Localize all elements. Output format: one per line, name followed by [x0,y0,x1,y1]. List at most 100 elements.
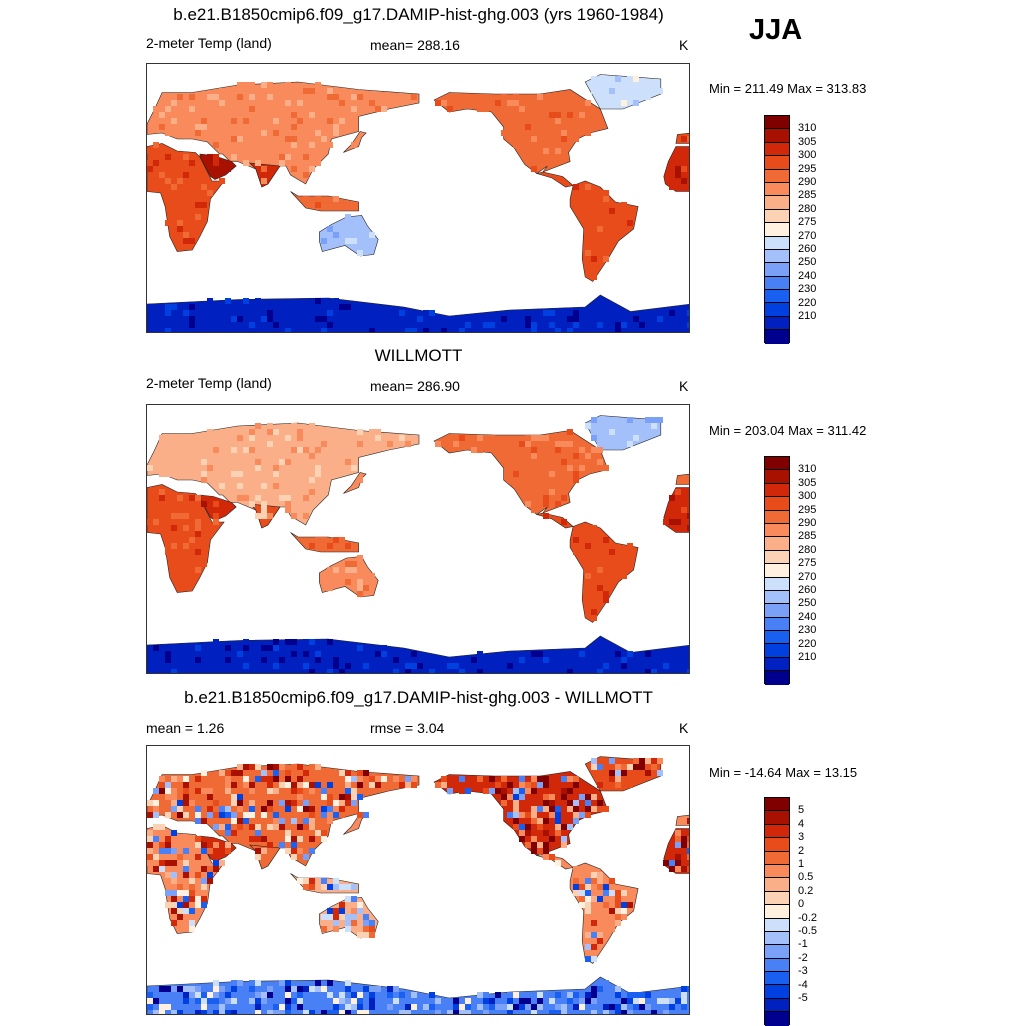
map-cell [213,812,219,818]
map-cell [621,423,627,429]
map-cell [171,543,177,549]
map-cell [603,980,609,986]
map-cell [219,310,225,316]
map-cell [243,429,249,435]
colorbar-tick-label: 310 [798,122,817,135]
map-cell [609,1004,615,1010]
map-cell [315,830,321,836]
map-cell [165,328,171,332]
map-cell [183,794,189,800]
map-cell [345,573,351,579]
map-cell [213,986,219,992]
map-cell [543,495,549,501]
map-cell [345,1010,351,1014]
map-cell [411,94,417,100]
map-cell [165,543,171,549]
map-cell [231,980,237,986]
map-cell [309,884,315,890]
map-cell [291,651,297,657]
map-cell [579,1004,585,1010]
map-cell [321,232,327,238]
map-cell [291,118,297,124]
map-cell [261,812,267,818]
map-cell [585,423,591,429]
map-cell [597,663,603,669]
map-cell [291,782,297,788]
map-cell [147,669,153,673]
map-cell [213,824,219,830]
map-cell [627,651,633,657]
map-cell [513,471,519,477]
map-cell [609,543,615,549]
colorbar-box [765,156,789,170]
map-cell [237,824,243,830]
map-cell [573,471,579,477]
map-cell [627,764,633,770]
map-cell [321,238,327,244]
map-cell [153,788,159,794]
map-cell [555,992,561,998]
map-cell [279,148,285,154]
map-cell [297,166,303,172]
map-cell [267,806,273,812]
map-cell [369,926,375,932]
map-cell [513,94,519,100]
map-cell [675,310,681,316]
map-cell [507,100,513,106]
map-cell [351,238,357,244]
map-cell [597,459,603,465]
map-cell [429,992,435,998]
map-cell [573,322,579,328]
map-cell [543,112,549,118]
map-cell [435,782,441,788]
map-cell [345,770,351,776]
map-cell [285,806,291,812]
panel-3-title: b.e21.B1850cmip6.f09_g17.DAMIP-hist-ghg.… [184,688,653,707]
map-cell [351,567,357,573]
map-cell [171,878,177,884]
map-cell [327,914,333,920]
map-cell [459,435,465,441]
map-cell [477,106,483,112]
map-cell [501,657,507,663]
colorbar-tick-label: -4 [798,978,808,991]
map-cell [603,465,609,471]
map-cell [579,794,585,800]
map-cell [369,782,375,788]
colorbar-tick-label: 285 [798,530,817,543]
map-cell [597,782,603,788]
map-cell [339,902,345,908]
map-cell [609,890,615,896]
map-cell [315,878,321,884]
map-cell [537,824,543,830]
map-cell [285,669,291,673]
map-cell [489,435,495,441]
map-cell [291,836,297,842]
map-cell [165,316,171,322]
map-cell [237,429,243,435]
map-cell [249,465,255,471]
map-cell [267,429,273,435]
map-cell [183,896,189,902]
map-cell [273,645,279,651]
map-cell [543,830,549,836]
map-cell [195,519,201,525]
map-cell [615,914,621,920]
map-cell [633,316,639,322]
map-cell [645,669,651,673]
map-cell [285,435,291,441]
map-cell [183,788,189,794]
map-cell [429,1004,435,1010]
map-cell [195,657,201,663]
map-cell [303,447,309,453]
map-cell [597,806,603,812]
map-cell [675,848,681,854]
colorbar-box [765,617,789,632]
map-cell [171,830,177,836]
map-cell [369,310,375,316]
map-cell [561,824,567,830]
map-cell [147,800,153,806]
map-cell [357,1010,363,1014]
map-cell [435,1010,441,1014]
map-cell [153,669,159,673]
